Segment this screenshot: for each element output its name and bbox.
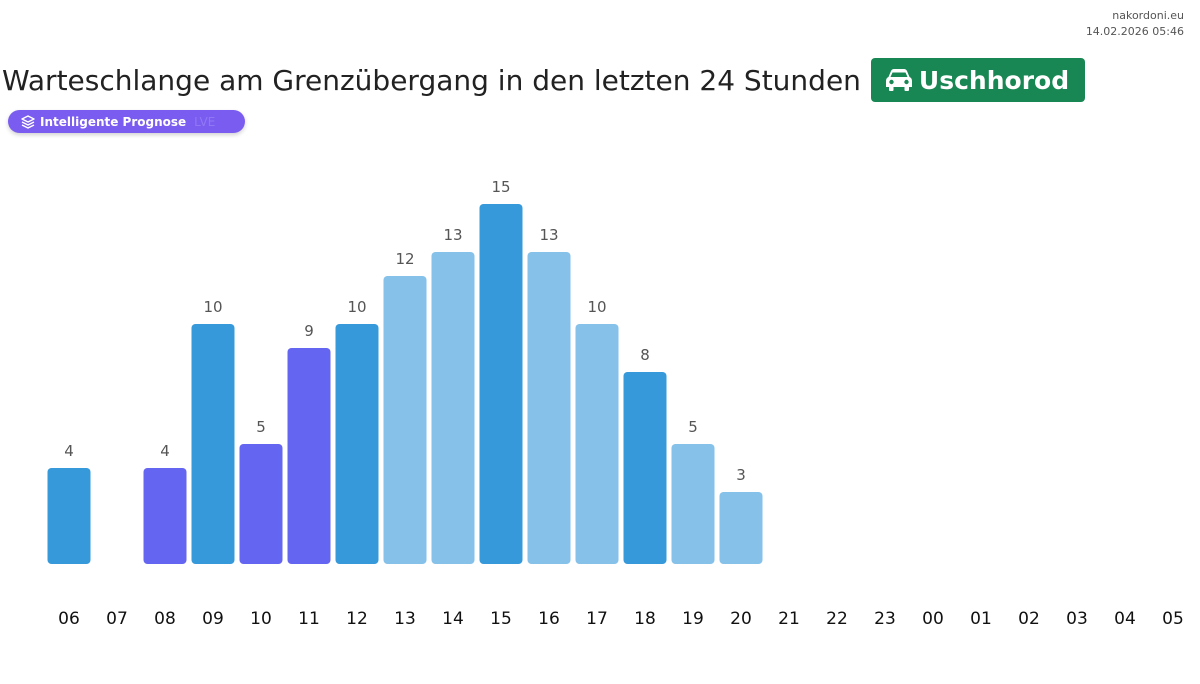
x-tick-label: 19 [682, 609, 704, 629]
x-tick-label: 03 [1066, 609, 1088, 629]
x-tick-label: 02 [1018, 609, 1040, 629]
bar-value-label: 12 [395, 250, 414, 268]
bar-08[interactable] [143, 468, 187, 564]
bar-value-label: 10 [587, 298, 606, 316]
bar-12[interactable] [335, 324, 379, 564]
bar-value-label: 15 [491, 178, 510, 196]
x-tick-label: 15 [490, 609, 512, 629]
bar-10[interactable] [239, 444, 283, 564]
bar-09[interactable] [191, 324, 235, 564]
x-tick-label: 01 [970, 609, 992, 629]
x-tick-label: 13 [394, 609, 416, 629]
bar-11[interactable] [287, 348, 331, 564]
forecast-toggle[interactable]: Intelligente Prognose LVE [8, 110, 245, 133]
bar-value-label: 8 [640, 346, 650, 364]
bar-18[interactable] [623, 372, 667, 564]
x-tick-label: 09 [202, 609, 224, 629]
forecast-extra: LVE [194, 114, 216, 129]
bar-20[interactable] [719, 492, 763, 564]
x-tick-label: 23 [874, 609, 896, 629]
bar-value-label: 3 [736, 466, 746, 484]
x-tick-label: 20 [730, 609, 752, 629]
x-tick-label: 16 [538, 609, 560, 629]
bar-value-label: 5 [256, 418, 266, 436]
bar-value-label: 10 [347, 298, 366, 316]
header: Warteschlange am Grenzübergang in den le… [2, 58, 1086, 102]
bar-15[interactable] [479, 204, 523, 564]
bar-17[interactable] [575, 324, 619, 564]
bar-value-label: 13 [539, 226, 558, 244]
bar-13[interactable] [383, 276, 427, 564]
x-tick-label: 12 [346, 609, 368, 629]
bar-value-label: 4 [160, 442, 170, 460]
bar-14[interactable] [431, 252, 475, 564]
page-title: Warteschlange am Grenzübergang in den le… [2, 63, 861, 97]
x-tick-label: 22 [826, 609, 848, 629]
x-tick-label: 06 [58, 609, 80, 629]
x-tick-label: 11 [298, 609, 320, 629]
x-tick-label: 05 [1162, 609, 1184, 629]
site-info: nakordoni.eu 14.02.2026 05:46 [1086, 8, 1184, 40]
bar-06[interactable] [47, 468, 91, 564]
bar-value-label: 13 [443, 226, 462, 244]
site-domain: nakordoni.eu [1112, 9, 1184, 22]
x-tick-label: 07 [106, 609, 128, 629]
forecast-label: Intelligente Prognose [40, 114, 187, 129]
x-tick-label: 10 [250, 609, 272, 629]
x-tick-label: 08 [154, 609, 176, 629]
bar-value-label: 5 [688, 418, 698, 436]
x-tick-label: 04 [1114, 609, 1136, 629]
bar-16[interactable] [527, 252, 571, 564]
bar-19[interactable] [671, 444, 715, 564]
bar-value-label: 10 [203, 298, 222, 316]
report-datetime: 14.02.2026 05:46 [1085, 25, 1184, 38]
x-tick-label: 18 [634, 609, 656, 629]
layers-icon [21, 114, 35, 129]
x-tick-label: 21 [778, 609, 800, 629]
x-tick-label: 17 [586, 609, 608, 629]
city-name: Uschhorod [918, 65, 1070, 95]
bar-value-label: 9 [304, 322, 314, 340]
city-badge[interactable]: Uschhorod [870, 58, 1086, 102]
x-tick-label: 14 [442, 609, 464, 629]
car-icon [885, 68, 913, 92]
x-tick-label: 00 [922, 609, 944, 629]
bar-value-label: 4 [64, 442, 74, 460]
